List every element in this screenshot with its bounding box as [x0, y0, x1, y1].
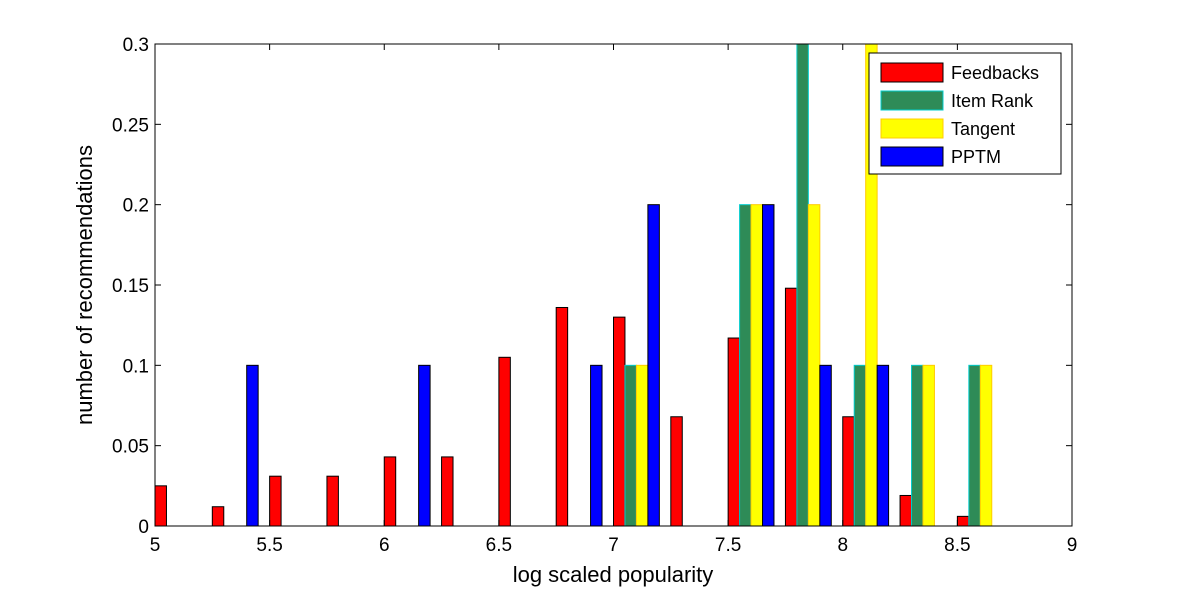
bar-feedbacks — [899, 494, 913, 527]
bar-feedbacks — [842, 416, 855, 527]
x-tick-label: 5.5 — [256, 535, 282, 556]
bar-pptm — [762, 204, 775, 527]
x-tick-label: 5 — [150, 535, 161, 556]
x-axis-label: log scaled popularity — [513, 562, 714, 587]
legend-label: Tangent — [951, 119, 1015, 139]
legend: Feedbacks Item Rank Tangent PPTM — [868, 52, 1062, 175]
y-tick-label: 0.25 — [112, 115, 149, 136]
bar-pptm — [590, 364, 603, 527]
legend-label: Item Rank — [951, 91, 1034, 111]
bar-feedbacks — [555, 306, 569, 527]
x-tick-label: 9 — [1067, 535, 1078, 556]
x-tick-label: 6.5 — [486, 535, 512, 556]
bar-feedbacks — [670, 416, 683, 527]
bar-tangent — [922, 364, 935, 527]
x-tick-label: 6 — [379, 535, 390, 556]
legend-label: Feedbacks — [951, 63, 1039, 83]
bar-item-rank — [911, 364, 924, 527]
bar-tangent — [635, 364, 649, 527]
bar-item-rank — [968, 364, 981, 527]
y-tick-label: 0.15 — [112, 276, 149, 297]
y-tick-label: 0 — [138, 517, 149, 538]
bar-feedbacks — [326, 475, 339, 527]
bar-feedbacks — [154, 485, 167, 527]
bar-tangent — [807, 204, 821, 527]
bar-item-rank — [853, 364, 867, 527]
bar-feedbacks — [269, 475, 282, 527]
bar-feedbacks — [956, 515, 970, 527]
legend-swatch — [880, 146, 944, 167]
bar-feedbacks — [784, 287, 798, 527]
bar-feedbacks — [498, 356, 511, 527]
x-tick-label: 7.5 — [715, 535, 741, 556]
bar-feedbacks — [211, 506, 225, 527]
y-tick-label: 0.2 — [123, 196, 149, 217]
legend-swatch — [880, 62, 944, 83]
x-tick-label: 7 — [608, 535, 619, 556]
bars-layer — [154, 43, 993, 527]
bar-item-rank — [796, 43, 809, 527]
bar-pptm — [876, 364, 890, 527]
bar-feedbacks — [383, 456, 397, 527]
y-axis-label: number of recommendations — [72, 145, 97, 425]
legend-swatch — [880, 118, 944, 139]
legend-swatch — [880, 90, 944, 111]
bar-tangent — [979, 364, 993, 527]
bar-item-rank — [739, 204, 752, 527]
y-tick-label: 0.1 — [123, 356, 149, 377]
ticks-layer: 5 5.5 6 6.5 7 7.5 8 8.5 9 0 0.05 0.1 0.15 0.2 0.25 0.3 — [112, 35, 1077, 556]
x-tick-label: 8 — [837, 535, 848, 556]
x-tick-label: 8.5 — [944, 535, 970, 556]
bar-pptm — [647, 204, 660, 527]
legend-label: PPTM — [951, 147, 1001, 167]
bar-item-rank — [624, 364, 637, 527]
bar-feedbacks — [441, 456, 454, 527]
bar-pptm — [418, 364, 431, 527]
bar-feedbacks — [727, 337, 741, 527]
y-tick-label: 0.3 — [123, 35, 149, 56]
y-tick-label: 0.05 — [112, 437, 149, 458]
bar-pptm — [819, 364, 832, 527]
bar-tangent — [750, 204, 764, 527]
bar-feedbacks — [613, 316, 626, 527]
bar-pptm — [246, 364, 259, 527]
